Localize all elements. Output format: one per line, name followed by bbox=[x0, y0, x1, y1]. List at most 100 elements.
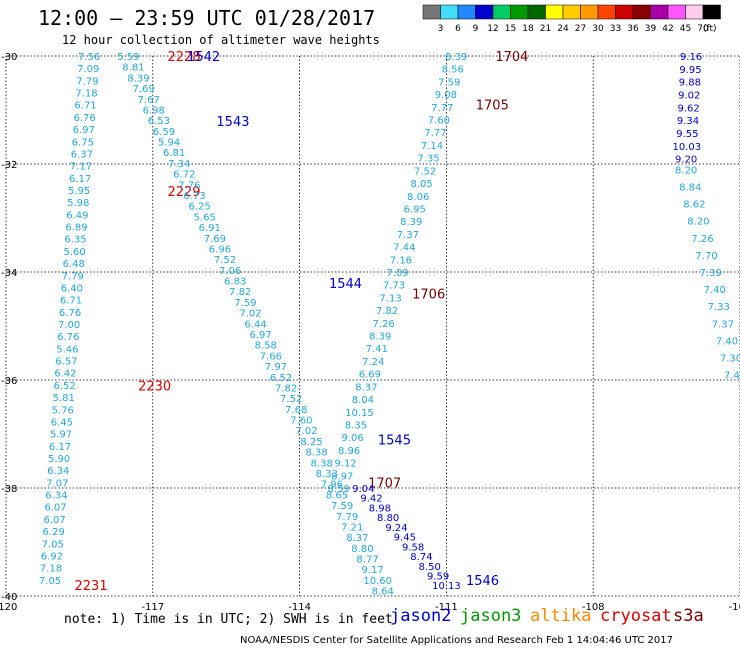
colorbar-swatch bbox=[422, 4, 441, 20]
wave-height-point: 7.82 bbox=[275, 383, 297, 394]
wave-height-point: 7.60 bbox=[290, 416, 312, 427]
wave-height-point: 8.38 bbox=[305, 448, 327, 459]
wave-height-point: 8.39 bbox=[400, 217, 422, 228]
wave-height-point: 7.66 bbox=[260, 351, 282, 362]
wave-height-point: 7.77 bbox=[431, 103, 453, 114]
wave-height-point: 7.82 bbox=[229, 287, 251, 298]
wave-height-point: 7.21 bbox=[341, 522, 363, 533]
wave-height-point: 9.12 bbox=[335, 459, 357, 470]
wave-height-point: 9.24 bbox=[385, 523, 407, 534]
wave-height-point: 6.89 bbox=[65, 223, 87, 234]
wave-height-point: 7.00 bbox=[58, 320, 80, 331]
colorbar-label: 9 bbox=[473, 24, 479, 34]
wave-height-point: 6.29 bbox=[43, 527, 65, 538]
colorbar-label: 6 bbox=[455, 24, 461, 34]
wave-height-point: 8.25 bbox=[300, 437, 322, 448]
wave-height-point: 9.55 bbox=[676, 129, 698, 140]
wave-height-point: 7.16 bbox=[390, 255, 412, 266]
wave-height-point: 7.67 bbox=[138, 95, 160, 106]
wave-height-point: 7.18 bbox=[75, 89, 97, 100]
wave-height-point: 7.37 bbox=[712, 319, 734, 330]
y-tick-label: -30 bbox=[1, 52, 17, 63]
wave-height-point: 6.44 bbox=[244, 319, 266, 330]
wave-height-point: 7.05 bbox=[42, 539, 64, 550]
colorbar-swatch bbox=[650, 4, 669, 20]
colorbar-label: 36 bbox=[627, 24, 639, 34]
note-text: note: 1) Time is in UTC; 2) SWH is in fe… bbox=[64, 612, 393, 627]
wave-height-point: 8.80 bbox=[377, 513, 399, 524]
wave-height-point: 9.59 bbox=[427, 571, 449, 582]
wave-height-point: 10.15 bbox=[345, 408, 374, 419]
wave-height-point: 7.68 bbox=[285, 405, 307, 416]
wave-height-point: 5.81 bbox=[53, 393, 75, 404]
wave-height-point: 7.17 bbox=[70, 162, 92, 173]
wave-height-point: 6.73 bbox=[183, 191, 205, 202]
x-tick-label: -114 bbox=[288, 602, 311, 613]
wave-height-point: 7.07 bbox=[46, 478, 68, 489]
pass-time-label: 2231 bbox=[75, 579, 108, 594]
wave-height-point: 6.40 bbox=[61, 283, 83, 294]
wave-height-point: 7.40 bbox=[724, 371, 740, 382]
wave-height-point: 6.76 bbox=[57, 332, 79, 343]
colorbar-label: 24 bbox=[557, 24, 569, 34]
wave-height-point: 9.04 bbox=[352, 484, 374, 495]
wave-height-point: 6.49 bbox=[66, 210, 88, 221]
wave-height-point: 7.69 bbox=[204, 234, 226, 245]
colorbar-swatch bbox=[562, 4, 581, 20]
wave-height-point: 6.95 bbox=[404, 204, 426, 215]
pass-time-label: 1545 bbox=[378, 433, 411, 448]
wave-height-point: 9.02 bbox=[678, 90, 700, 101]
wave-height-point: 8.77 bbox=[356, 555, 378, 566]
colorbar-label: 27 bbox=[575, 24, 586, 34]
wave-height-point: 8.05 bbox=[411, 179, 433, 190]
wave-height-point: 7.02 bbox=[295, 426, 317, 437]
pass-time-label: 2229 bbox=[167, 185, 200, 200]
wave-height-point: 8.39 bbox=[127, 73, 149, 84]
wave-height-point: 5.60 bbox=[63, 247, 85, 258]
wave-height-point: 7.26 bbox=[691, 234, 713, 245]
x-tick-label: -117 bbox=[141, 602, 164, 613]
wave-height-point: 7.39 bbox=[700, 268, 722, 279]
pass-time-label: 1543 bbox=[216, 115, 249, 130]
colorbar-swatch bbox=[457, 4, 476, 20]
wave-height-point: 10.03 bbox=[672, 142, 701, 153]
wave-height-point: 6.71 bbox=[74, 101, 96, 112]
wave-height-point: 5.59 bbox=[117, 52, 139, 63]
pass-time-label: 1705 bbox=[476, 99, 509, 114]
pass-time-label: 1546 bbox=[466, 574, 499, 589]
pass-time-label: 1707 bbox=[368, 477, 401, 492]
x-tick-label: -120 bbox=[0, 602, 17, 613]
credit-text: NOAA/NESDIS Center for Satellite Applica… bbox=[240, 635, 673, 646]
y-tick-label: -34 bbox=[1, 268, 17, 279]
wave-height-point: 5.65 bbox=[194, 212, 216, 223]
colorbar-label: 12 bbox=[487, 24, 498, 34]
wave-height-point: 5.46 bbox=[56, 344, 78, 355]
colorbar-swatch bbox=[632, 4, 651, 20]
wave-height-point: 7.59 bbox=[234, 298, 256, 309]
wave-height-point: 8.20 bbox=[675, 165, 697, 176]
wave-height-point: 7.24 bbox=[362, 357, 384, 368]
wave-height-point: 7.18 bbox=[40, 564, 62, 575]
x-tick-label: -105 bbox=[729, 602, 740, 613]
wave-height-point: 7.76 bbox=[178, 180, 200, 191]
wave-height-point: 9.20 bbox=[675, 155, 697, 166]
x-tick-label: -108 bbox=[582, 602, 605, 613]
wave-height-point: 9.08 bbox=[435, 90, 457, 101]
wave-height-point: 6.81 bbox=[163, 148, 185, 159]
colorbar-swatch bbox=[702, 4, 721, 20]
wave-height-point: 9.34 bbox=[677, 116, 699, 127]
wave-height-point: 7.09 bbox=[386, 268, 408, 279]
wave-height-point: 5.98 bbox=[67, 198, 89, 209]
colorbar-swatch bbox=[597, 4, 616, 20]
wave-height-point: 8.20 bbox=[687, 217, 709, 228]
wave-height-point: 6.07 bbox=[43, 515, 65, 526]
pass-time-label: 1544 bbox=[329, 277, 362, 292]
wave-height-point: 7.77 bbox=[424, 128, 446, 139]
wave-height-point: 7.52 bbox=[214, 255, 236, 266]
wave-height-point: 7.41 bbox=[366, 344, 388, 355]
pass-time-label: 1542 bbox=[187, 50, 220, 65]
colorbar-swatch bbox=[527, 4, 546, 20]
wave-height-point: 7.56 bbox=[78, 52, 100, 63]
colorbar-label: 21 bbox=[540, 24, 551, 34]
wave-height-point: 8.38 bbox=[311, 458, 333, 469]
